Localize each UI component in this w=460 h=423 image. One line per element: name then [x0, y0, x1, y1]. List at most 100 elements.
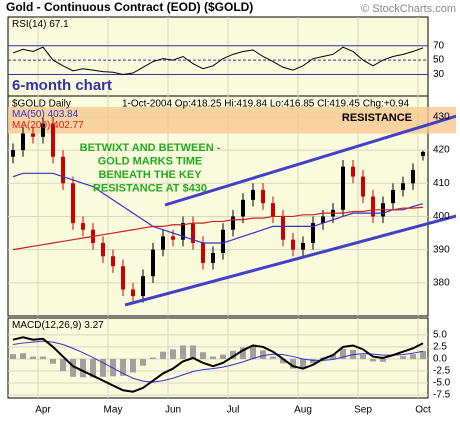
histogram-bar — [70, 358, 76, 377]
histogram-bar — [80, 358, 86, 378]
line — [12, 172, 424, 244]
legend-value: 402.77 — [53, 120, 84, 131]
histogram-bar — [380, 358, 386, 362]
candle-body — [241, 199, 245, 217]
histogram-bar — [260, 350, 266, 359]
histogram-bar — [210, 356, 216, 359]
histogram-bar — [360, 354, 366, 359]
candle-body — [51, 123, 55, 157]
legend-entry: RSI(14) 67.1 — [12, 19, 69, 30]
candle-body — [371, 196, 375, 217]
labels: Gold - Continuous Contract (EOD) ($GOLD)… — [6, 0, 456, 415]
histogram-bar — [10, 354, 16, 359]
y-tick-label: 5.0 — [433, 330, 447, 341]
candle-body — [201, 242, 205, 263]
line — [12, 206, 424, 251]
candle-body — [351, 166, 355, 177]
legend-entry: MA(200) 402.77 — [12, 120, 84, 131]
candle-body — [291, 239, 295, 250]
resistance-band — [8, 106, 456, 134]
chart-title: Gold - Continuous Contract (EOD) ($GOLD) — [6, 0, 253, 14]
histogram-bar — [100, 358, 106, 377]
histogram-bar — [130, 358, 136, 373]
candle-body — [281, 216, 285, 240]
histogram-bar — [120, 358, 126, 376]
channel-upper — [164, 114, 456, 207]
legend-value: 3.27 — [84, 320, 104, 331]
y-tick-label: 50 — [433, 55, 445, 66]
quote: 1-Oct-2004 Op:418.25 Hi:419.84 Lo:416.85… — [122, 99, 410, 110]
histogram-bar — [340, 348, 346, 359]
candle-body — [41, 123, 45, 137]
candle-body — [11, 150, 15, 157]
x-tick-label: Jun — [165, 405, 181, 416]
candle-body — [341, 166, 345, 210]
candle-body — [301, 242, 305, 250]
histogram-bar — [330, 354, 336, 359]
legend-name: MACD(12,26,9) — [12, 320, 81, 331]
candle-body — [101, 242, 105, 257]
legend-name: MA(200) — [12, 120, 50, 131]
x-tick-label: Jul — [227, 405, 240, 416]
y-tick-label: 430 — [433, 112, 450, 123]
candle-body — [191, 223, 195, 243]
credit: © StockCharts.com — [361, 3, 456, 15]
line — [12, 340, 424, 383]
candle-body — [131, 289, 135, 297]
annotation: BETWIXT AND BETWEEN - — [80, 142, 221, 154]
y-tick-label: 390 — [433, 244, 450, 255]
histogram-bar — [300, 358, 306, 369]
candle-body — [151, 249, 155, 277]
candle-body — [171, 236, 175, 240]
y-tick-label: -5.0 — [433, 378, 451, 389]
histogram-bar — [370, 358, 376, 362]
line — [12, 336, 424, 393]
histogram-bar — [90, 358, 96, 378]
candle-body — [251, 189, 255, 200]
candle-body — [401, 183, 405, 190]
histogram-bar — [400, 356, 406, 359]
subtitle: 6-month chart — [12, 77, 112, 94]
y-tick-label: 0.0 — [433, 354, 447, 365]
histogram-bar — [220, 354, 226, 359]
candle-body — [211, 252, 215, 263]
legend-entry: MACD(12,26,9) 3.27 — [12, 320, 104, 331]
annotation: GOLD MARKS TIME — [98, 155, 203, 167]
candle-body — [231, 216, 235, 230]
candle-body — [31, 133, 35, 137]
histogram-bar — [40, 356, 46, 359]
symbol: $GOLD Daily — [12, 99, 71, 110]
histogram-bar — [410, 354, 416, 359]
candle-body — [311, 223, 315, 243]
candle-body — [411, 169, 415, 184]
legend-name: MA(50) — [12, 109, 45, 120]
y-tick-label: 2.5 — [433, 342, 447, 353]
histogram-bar — [250, 345, 256, 359]
candle-body — [111, 256, 115, 267]
candle-body — [71, 183, 75, 224]
histogram-bar — [230, 350, 236, 359]
channel — [124, 114, 456, 307]
candle-body — [61, 156, 65, 184]
legend-entry: MA(50) 403.84 — [12, 109, 79, 120]
histogram-bar — [270, 356, 276, 359]
annotation: RESISTANCE AT $430 — [93, 182, 207, 194]
histogram-bar — [280, 358, 286, 364]
channel-lower — [124, 214, 456, 307]
y-tick-label: 410 — [433, 178, 450, 189]
candle-body — [261, 189, 265, 204]
y-tick-label: 380 — [433, 277, 450, 288]
histogram-bar — [310, 358, 316, 364]
histogram-bar — [60, 358, 66, 372]
y-tick-label: 30 — [433, 69, 445, 80]
histogram-bar — [150, 357, 156, 359]
histogram-bar — [30, 356, 36, 359]
histogram-bar — [290, 358, 296, 369]
x-tick-label: Sep — [354, 405, 372, 416]
histogram-bar — [170, 349, 176, 359]
x-tick-label: Apr — [35, 405, 51, 416]
line — [12, 46, 424, 75]
legend-value: 67.1 — [49, 19, 69, 30]
x-tick-label: May — [104, 405, 123, 416]
